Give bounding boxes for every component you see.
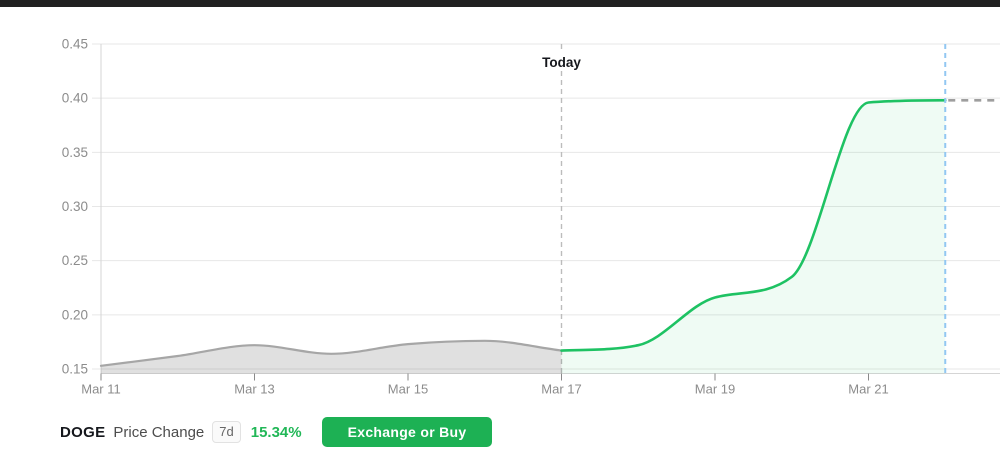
y-tick-label: 0.40 [62, 91, 88, 106]
x-tick-label: Mar 11 [81, 382, 121, 397]
y-tick-label: 0.15 [62, 362, 88, 377]
price-change-label: Price Change [113, 423, 205, 441]
x-tick-label: Mar 19 [695, 382, 735, 397]
x-tick-label: Mar 13 [234, 382, 274, 397]
today-label: Today [542, 55, 581, 70]
y-tick-label: 0.20 [62, 307, 88, 322]
x-tick-label: Mar 17 [541, 382, 581, 397]
price-chart[interactable]: 0.45 0.40 0.35 0.30 0.25 0.20 0.15 Mar 11 Mar 13… [0, 0, 1000, 410]
y-tick-label: 0.45 [62, 37, 88, 52]
price-change-value: 15.34% [250, 423, 302, 441]
exchange-or-buy-button[interactable]: Exchange or Buy [321, 417, 493, 447]
forecast-line [560, 99, 947, 352]
y-tick-label: 0.30 [62, 199, 88, 214]
today-label-bg [532, 52, 591, 71]
period-badge[interactable]: 7d [212, 421, 241, 443]
x-tick-label: Mar 21 [848, 382, 888, 397]
window-top-bar [0, 0, 1000, 7]
coin-symbol: DOGE [60, 423, 106, 441]
price-change-bar: DOGE Price Change 7d 15.34% Exchange or … [60, 416, 493, 448]
historical-line [99, 339, 563, 367]
forecast-area [561, 100, 946, 374]
historical-area [101, 340, 562, 374]
y-tick-label: 0.35 [62, 145, 88, 160]
x-tick-label: Mar 15 [388, 382, 428, 397]
y-tick-label: 0.25 [62, 253, 88, 268]
